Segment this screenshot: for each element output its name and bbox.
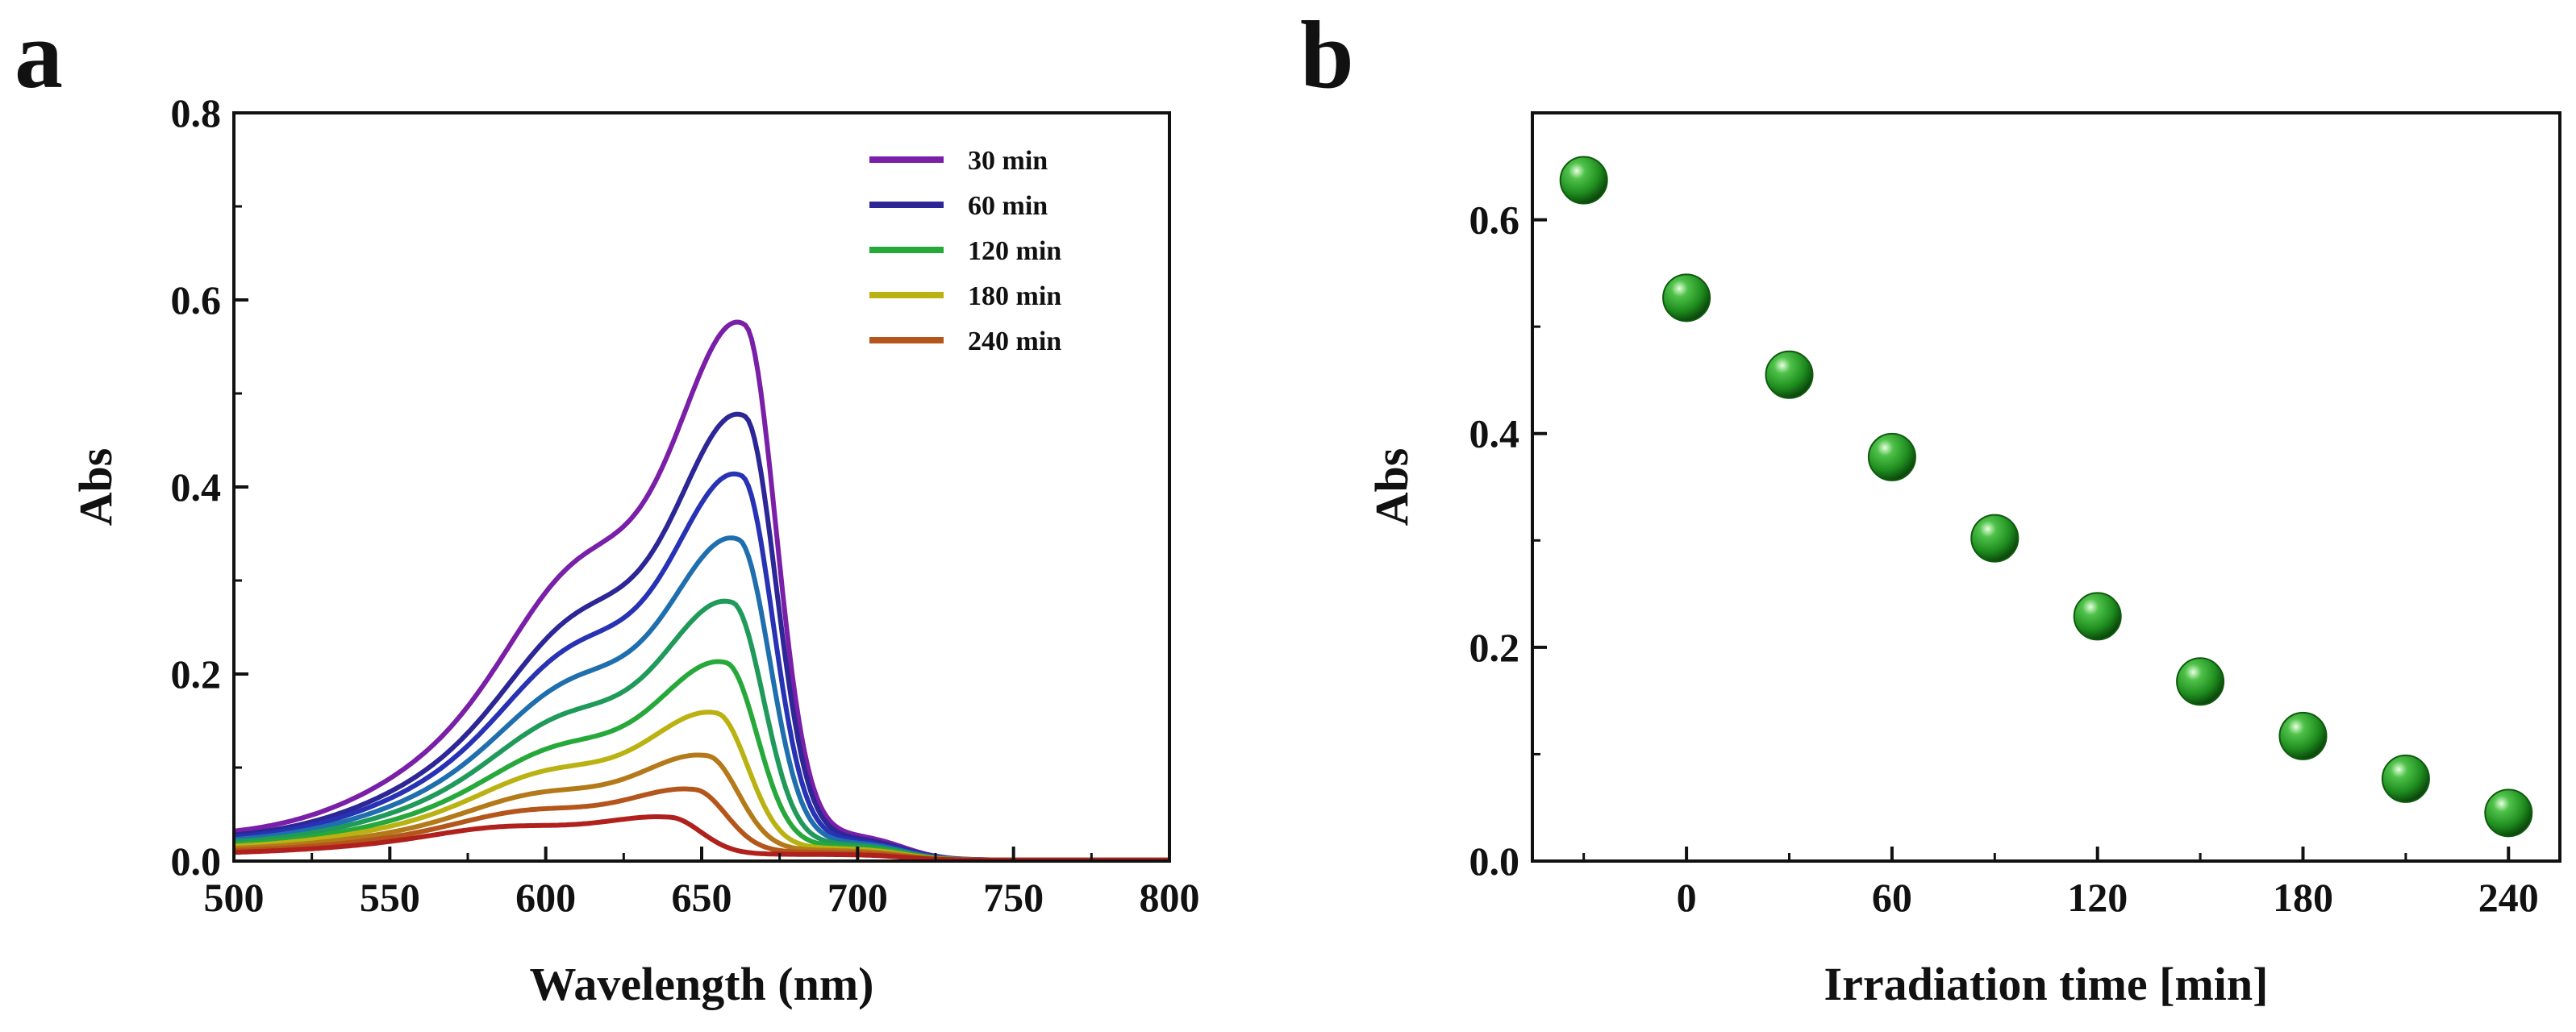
panel-a-x-tick-label: 550: [360, 875, 420, 920]
panel-a-x-axis-title: Wavelength (nm): [530, 958, 874, 1010]
panel-b-y-ticks: 0.0 0.2 0.4 0.6: [1469, 198, 1547, 884]
panel-b-y-tick-label: 0.6: [1469, 198, 1520, 243]
panel-a-y-tick-label: 0.2: [171, 651, 222, 697]
panel-a-y-ticks: 0.0 0.2 0.4 0.6 0.8: [171, 90, 248, 884]
panel-b-x-tick-label: 180: [2273, 875, 2333, 920]
panel-b-data-point: [2278, 711, 2328, 760]
panel-b-data-point: [1970, 514, 2020, 563]
panel-b-data-point: [2381, 754, 2430, 803]
panel-b-y-tick-label: 0.4: [1469, 411, 1520, 456]
panel-a-x-tick-label: 800: [1140, 875, 1200, 920]
panel-a-spectrum-line: [233, 535, 1169, 863]
panel-a-y-tick-label: 0.0: [171, 838, 222, 884]
panel-a-legend-label: 240 min: [968, 327, 1061, 356]
panel-a-x-tick-label: 750: [983, 875, 1044, 920]
panel-b-x-axis-title: Irradiation time [min]: [1824, 958, 2269, 1010]
panel-a-y-tick-label: 0.6: [171, 277, 222, 322]
panel-b-x-tick-label: 240: [2478, 875, 2539, 920]
panel-b-data-point: [1765, 350, 1814, 399]
panel-a-y-axis-title: Abs: [69, 448, 122, 526]
panel-a-x-tick-label: 600: [515, 875, 576, 920]
panel-b-label: b: [1300, 1, 1354, 108]
panel-a-chart: a 500 550 600 650 700 750 800 0.00.20.40.60.8 …: [15, 1, 1200, 1010]
panel-b-plot-frame: [1531, 111, 2561, 863]
panel-a-legend-label: 120 min: [968, 236, 1061, 266]
panel-a-plot-frame: [232, 111, 1171, 863]
panel-a-spectrum-line: [233, 598, 1169, 863]
panel-b-data-point: [2073, 592, 2122, 641]
panel-a-x-tick-label: 500: [204, 875, 265, 920]
panel-b-x-tick-label: 0: [1677, 875, 1697, 920]
panel-a-x-ticks: 500 550 600 650 700 750 800: [204, 847, 1200, 920]
panel-b-chart: b 0 60 120 180 240 0.0 0.2 0.4 0.6 Irradiation …: [1300, 1, 2561, 1010]
panel-a-spectrum-line: [233, 319, 1169, 863]
panel-b-x-ticks: 0 60 120 180 240: [1582, 847, 2539, 920]
panel-a-x-tick-label: 650: [672, 875, 732, 920]
panel-b-points: [1559, 156, 2533, 838]
panel-a-legend-label: 180 min: [968, 281, 1061, 311]
panel-a-legend-label: 30 min: [968, 146, 1048, 176]
panel-b-data-point: [1559, 156, 1608, 205]
panel-a-y-tick-label: 0.8: [171, 90, 222, 135]
panel-a-x-tick-label: 700: [827, 875, 888, 920]
panel-b-y-axis-title: Abs: [1365, 448, 1418, 526]
panel-a-series-group: [233, 319, 1169, 863]
panel-b-y-tick-label: 0.0: [1469, 838, 1520, 884]
panel-b-x-tick-label: 60: [1872, 875, 1912, 920]
panel-a-label: a: [15, 1, 63, 108]
panel-b-x-tick-label: 120: [2067, 875, 2128, 920]
panel-b-data-point: [1867, 432, 1916, 481]
panel-b-data-point: [2176, 657, 2225, 706]
panel-a-y-tick-label: 0.4: [171, 464, 222, 510]
panel-b-y-tick-label: 0.2: [1469, 625, 1520, 670]
panel-b-data-point: [1662, 273, 1711, 322]
panel-b-data-point: [2484, 789, 2533, 838]
panel-a-legend: 30 min 60 min 120 min 180 min 240 min: [869, 146, 1061, 356]
panel-a-legend-label: 60 min: [968, 191, 1048, 221]
